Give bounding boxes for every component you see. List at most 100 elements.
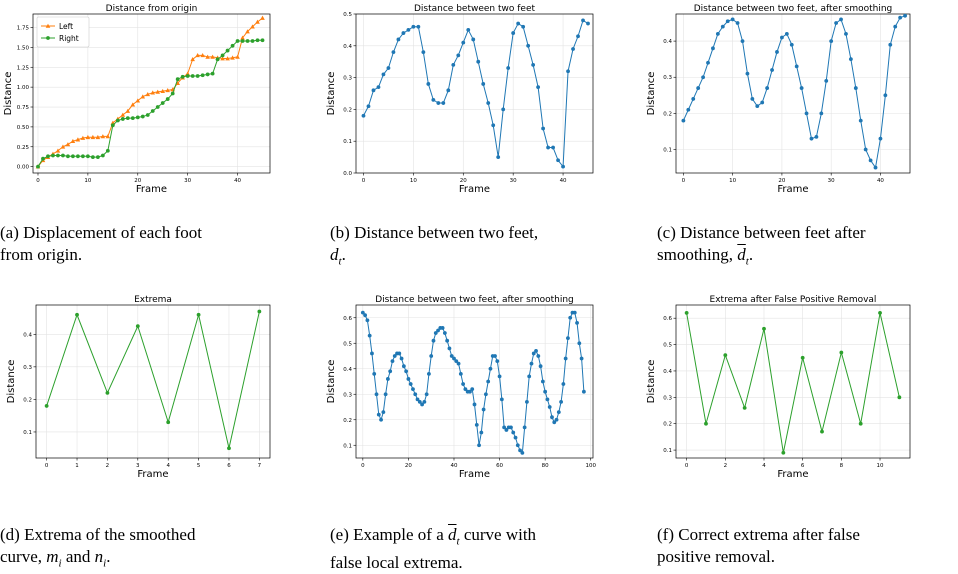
data-point [110, 123, 115, 128]
data-point [135, 98, 141, 103]
data-point [436, 328, 440, 333]
caption-e-rest: curve with [459, 525, 537, 544]
chart-title: Extrema [134, 295, 172, 305]
data-point [376, 85, 381, 90]
data-point [472, 402, 477, 407]
data-point [205, 72, 210, 77]
data-point [799, 86, 804, 90]
data-point [445, 338, 450, 343]
data-point [781, 450, 786, 455]
x-tick-label: 80 [542, 463, 549, 469]
x-tick-label: 40 [450, 463, 457, 469]
data-point [463, 387, 468, 392]
data-point [479, 430, 484, 435]
chart-panel-b: 0 10 20 30 40 0.0 0.1 0.2 0.3 0.4 0.5 Distance betw… [320, 0, 640, 215]
data-point [365, 318, 370, 323]
data-point [391, 50, 396, 55]
data-point [396, 37, 401, 42]
x-tick-label: 0 [45, 463, 49, 469]
chart-panel-a: 0 10 20 30 40 0.00 0.25 0.50 0.75 1.00 1.25 1.50 1.7… [0, 0, 320, 215]
data-point [829, 39, 834, 44]
data-point [85, 154, 90, 159]
caption-a-line1: (a) Displacement of each foot [0, 223, 203, 242]
data-point [255, 38, 260, 43]
data-point [755, 104, 760, 109]
data-point [160, 101, 165, 105]
data-point [458, 371, 463, 376]
data-point [742, 405, 747, 410]
data-point [411, 387, 415, 392]
data-point [529, 361, 534, 366]
data-point [411, 24, 416, 29]
data-point [399, 356, 404, 361]
chart-title: Distance from origin [106, 4, 198, 14]
data-point [730, 17, 735, 22]
data-point [566, 336, 570, 341]
data-point [898, 15, 903, 20]
data-point [561, 164, 565, 169]
x-tick-label: 0 [361, 463, 365, 469]
data-point [185, 71, 190, 76]
x-tick-label: 0 [685, 463, 689, 469]
data-point [566, 69, 570, 74]
data-point [225, 56, 230, 61]
data-point [486, 379, 491, 384]
data-point [527, 374, 532, 379]
x-axis-label: Frame [459, 469, 490, 480]
caption-d-line1: (d) Extrema of the smoothed [0, 525, 196, 544]
data-point [834, 21, 839, 25]
x-tick-label: 20 [134, 178, 141, 184]
plot-frame [675, 13, 911, 174]
data-point [686, 107, 691, 112]
data-point [388, 369, 393, 374]
data-point [130, 116, 135, 121]
data-point [725, 19, 730, 24]
x-axis-label: Frame [777, 184, 808, 195]
chart-panel-d: 0 1 2 3 4 5 6 7 0.1 0.2 0.3 0.4 Extrema Frame Distance [0, 287, 320, 502]
data-point [481, 407, 486, 412]
plot-frame [355, 13, 594, 174]
data-point [422, 400, 427, 404]
data-point [511, 430, 516, 435]
x-tick-label: 6 [801, 463, 805, 469]
x-tick-label: 8 [840, 463, 844, 469]
y-tick-label: 0.4 [23, 332, 32, 338]
data-point [497, 374, 502, 379]
data-point [691, 97, 696, 101]
data-point [190, 57, 195, 62]
y-tick-label: 0.4 [343, 367, 352, 373]
data-point [488, 366, 493, 371]
data-point [534, 349, 538, 353]
chart-e-svg: 0 20 40 60 80 100 0.1 0.2 0.3 0.4 0.5 0.6 Distance b… [326, 295, 596, 480]
data-point [502, 425, 507, 430]
x-tick-label: 1 [75, 463, 79, 469]
data-point [504, 428, 509, 432]
data-point [525, 400, 529, 404]
data-point [546, 145, 550, 150]
data-point [41, 156, 45, 161]
data-point [577, 341, 582, 346]
data-point [235, 54, 240, 59]
data-point [471, 37, 476, 42]
caption-b-line1: (b) Distance between two feet, [330, 223, 539, 242]
data-point [180, 74, 185, 79]
data-point [809, 136, 814, 141]
data-point [447, 346, 452, 351]
data-point [449, 354, 454, 358]
data-point [491, 123, 496, 128]
data-point [175, 77, 180, 82]
data-point [526, 43, 531, 48]
y-tick-label: 0.2 [23, 397, 32, 403]
data-point [431, 338, 436, 343]
data-point [408, 382, 413, 386]
data-point [429, 354, 434, 358]
x-tick-label: 30 [828, 178, 835, 184]
y-tick-label: 1.75 [17, 26, 30, 32]
caption-b: (b) Distance between two feet, dt. [330, 222, 640, 272]
data-point [481, 82, 486, 86]
y-tick-label: 0.5 [343, 341, 352, 347]
caption-d-tail: . [106, 547, 111, 566]
data-point [509, 425, 513, 430]
caption-d-i2: i [103, 557, 107, 570]
chart-title: Extrema after False Positive Removal [710, 295, 877, 305]
